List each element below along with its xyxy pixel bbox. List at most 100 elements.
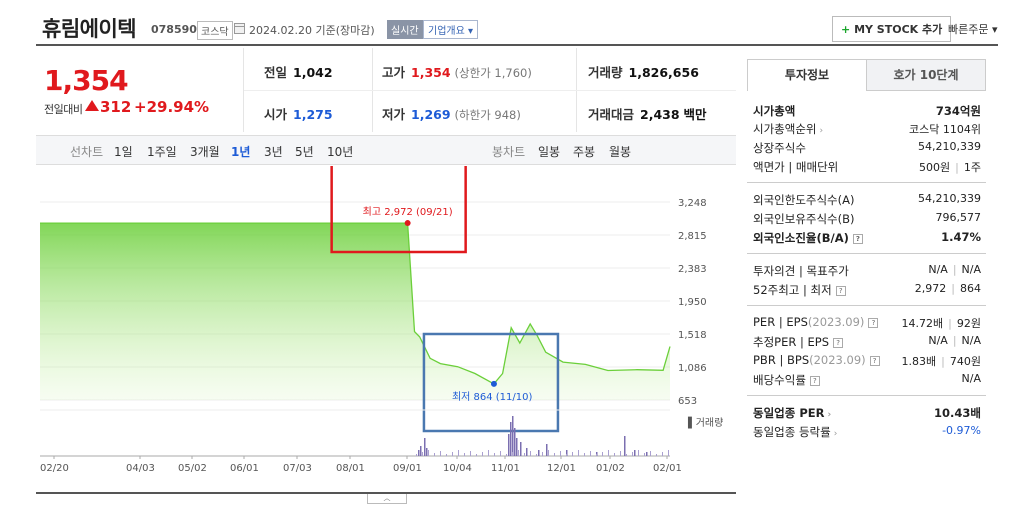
- period-1d[interactable]: 1일: [114, 145, 133, 159]
- period-5y[interactable]: 5년: [295, 145, 314, 159]
- per-year: (2023.09): [807, 315, 865, 329]
- tab-order-book-10[interactable]: 호가 10단계: [866, 59, 986, 91]
- period-3m[interactable]: 3개월: [190, 145, 220, 159]
- collapse-chevron-icon[interactable]: ︿: [367, 494, 407, 504]
- ind-rate-label-wrap: 동일업종 등락률 ›: [753, 424, 837, 440]
- period-1y[interactable]: 1년: [231, 145, 251, 159]
- y-tick-label: 2,383: [678, 264, 707, 275]
- dividend-label: 배당수익률: [753, 373, 806, 387]
- candle-day[interactable]: 일봉: [538, 145, 561, 159]
- change-value: 312: [100, 98, 132, 116]
- price-chart-svg: 3,248 2,815 2,383 1,950 1,518 1,086 653 최고 2,97…: [40, 166, 723, 474]
- volume-bar: [560, 451, 561, 456]
- tab-investment-info[interactable]: 투자정보: [747, 59, 867, 91]
- volume-bar: [566, 454, 567, 456]
- divider: [747, 305, 986, 306]
- volume-bar: [418, 450, 420, 456]
- chevron-right-icon: ›: [833, 429, 838, 439]
- chevron-right-icon: ›: [819, 126, 824, 136]
- volume-bar: [518, 450, 519, 456]
- quick-order-dropdown[interactable]: 빠른주문 ▾: [948, 23, 998, 36]
- volume-bar: [452, 452, 453, 456]
- stock-header: 휴림에이텍 078590 코스닥 2024.02.20 기준(장마감) 실시간 …: [36, 10, 998, 46]
- info-row-industry-rate[interactable]: 동일업종 등락률 › -0.97%: [753, 424, 981, 442]
- candle-month[interactable]: 월봉: [609, 145, 632, 159]
- help-icon[interactable]: ?: [869, 355, 880, 366]
- chart-period-bar: 선차트 1일 1주일 3개월 1년 3년 5년 10년 봉차트 일봉 주봉 월봉: [36, 135, 736, 165]
- low-label: 저가: [382, 107, 406, 122]
- period-3y[interactable]: 3년: [264, 145, 283, 159]
- x-tick-label: 09/01: [393, 463, 422, 474]
- w52-label-wrap: 52주최고 | 최저?: [753, 282, 846, 298]
- current-price: 1,354: [44, 64, 129, 97]
- volume-bar: [632, 452, 633, 456]
- highlight-box-low: [422, 332, 560, 433]
- high-label: 최고 2,972 (09/21): [363, 206, 453, 218]
- investment-info-panel: 투자정보 호가 10단계 시가총액 734억원 시가총액순위 › 코스닥 1104…: [747, 59, 986, 445]
- volume-bar: [470, 451, 471, 456]
- per-label-wrap: PER | EPS(2023.09)?: [753, 315, 879, 329]
- trade-amount: 거래대금 2,438 백만: [588, 104, 707, 123]
- volume-bar: [548, 450, 549, 456]
- ind-per-label-wrap: 동일업종 PER ›: [753, 405, 831, 421]
- x-tick-label: 01/02: [596, 463, 625, 474]
- volume-bar: [422, 452, 423, 456]
- volume-bar: [458, 450, 459, 456]
- industry-per-value: 10.43배: [934, 406, 981, 420]
- y-tick-label: 1,086: [678, 363, 707, 374]
- company-name: 휴림에이텍: [42, 17, 137, 41]
- volume-bar: [524, 453, 525, 456]
- pbr-year: (2023.09): [809, 353, 866, 367]
- plus-icon: +: [841, 23, 851, 36]
- company-overview-dropdown[interactable]: 기업개요 ▾: [423, 20, 478, 39]
- change-percent: +29.94%: [134, 98, 210, 116]
- my-stock-add-button[interactable]: + MY STOCK 추가: [832, 16, 952, 42]
- prev-close-value: 1,042: [293, 65, 333, 80]
- open-value: 1,275: [293, 107, 333, 122]
- w52-label: 52주최고 | 최저: [753, 283, 832, 297]
- volume-bar: [626, 454, 627, 456]
- volume-bar: [646, 452, 648, 456]
- volume-bar: [546, 444, 548, 456]
- x-tick-label: 02/20: [40, 463, 69, 474]
- par-label: 액면가 | 매매단위: [753, 160, 839, 174]
- chart-bottom-border: [36, 492, 736, 494]
- volume-bar: [510, 422, 512, 456]
- period-10y[interactable]: 10년: [327, 145, 354, 159]
- volume-bar: [476, 454, 477, 456]
- x-tick-label: 05/02: [178, 463, 207, 474]
- high-value: 1,354: [411, 65, 451, 80]
- foreign-ratio-value: 1.47%: [941, 230, 981, 244]
- period-1w[interactable]: 1주일: [147, 145, 177, 159]
- industry-per-label: 동일업종 PER: [753, 406, 825, 420]
- volume-bar: [512, 452, 513, 456]
- foreign-limit-label: 외국인한도주식수(A): [753, 193, 855, 207]
- help-icon[interactable]: ?: [835, 285, 846, 296]
- divider: [747, 395, 986, 396]
- help-icon[interactable]: ?: [833, 337, 844, 348]
- divider: [747, 182, 986, 183]
- candle-week[interactable]: 주봉: [573, 145, 596, 159]
- volume-bar: [464, 453, 465, 456]
- foreign-limit-value: 54,210,339: [918, 192, 981, 205]
- help-icon[interactable]: ?: [868, 317, 879, 328]
- opinion-label: 투자의견 | 목표주가: [753, 264, 849, 278]
- volume-bar: [416, 454, 417, 456]
- price-chart[interactable]: 3,248 2,815 2,383 1,950 1,518 1,086 653 최고 2,97…: [36, 166, 736, 492]
- volume-bar: [530, 451, 531, 456]
- x-tick-label: 08/01: [336, 463, 365, 474]
- info-row-rank[interactable]: 시가총액순위 › 코스닥 1104위: [753, 121, 981, 139]
- rank-label: 시가총액순위: [753, 122, 817, 136]
- info-row-shares: 상장주식수 54,210,339: [753, 140, 981, 158]
- info-row-foreign-ratio: 외국인소진율(B/A)? 1.47%: [753, 230, 981, 248]
- per-value: 14.72배: [901, 317, 944, 330]
- help-icon[interactable]: ?: [809, 375, 820, 386]
- volume-bar: [428, 450, 429, 456]
- realtime-button[interactable]: 실시간: [387, 20, 423, 39]
- info-row-industry-per[interactable]: 동일업종 PER › 10.43배: [753, 405, 981, 423]
- volume-bar: [608, 450, 609, 456]
- help-icon[interactable]: ?: [852, 233, 863, 244]
- low-value: 1,269: [411, 107, 451, 122]
- bps-value: 740원: [949, 355, 981, 368]
- volume-bar: [526, 448, 528, 456]
